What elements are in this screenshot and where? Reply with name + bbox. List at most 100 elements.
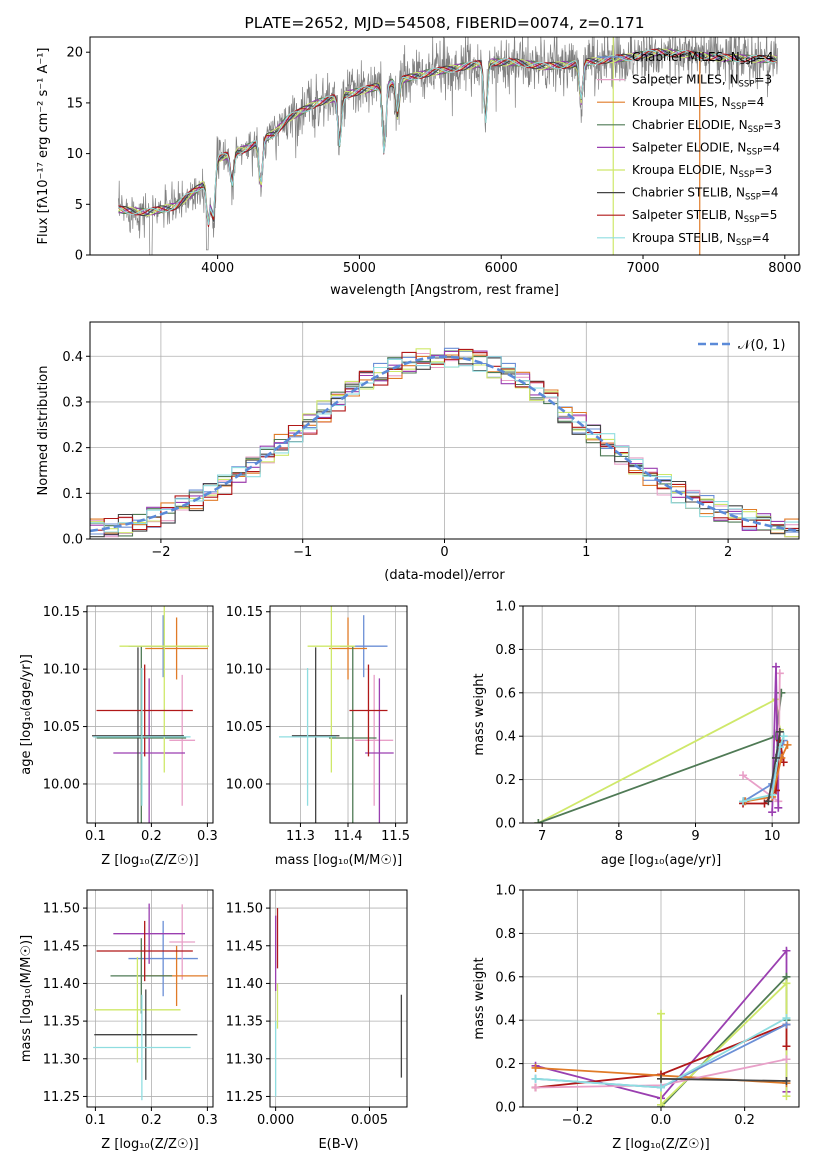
legend-entry-text: Salpeter ELODIE, N bbox=[632, 140, 746, 154]
histogram-tick-label-y: 0.3 bbox=[62, 395, 83, 410]
observed-spectrum bbox=[118, 37, 779, 255]
weight-point-marker bbox=[531, 1083, 540, 1092]
spectrum-tick-label-x: 5000 bbox=[343, 261, 376, 276]
spectrum-tick-label-y: 10 bbox=[66, 147, 83, 162]
weight-vs-metallicity-tick-label-y: 0.8 bbox=[495, 927, 516, 942]
mass-vs-extinction-frame bbox=[269, 889, 408, 1108]
mass-vs-metallicity-tick-label-y: 11.45 bbox=[43, 939, 80, 954]
mass-vs-extinction-tick-label-x: 0.005 bbox=[351, 1113, 388, 1128]
legend-entry-text: Kroupa MILES, N bbox=[632, 95, 731, 109]
weight-point-marker bbox=[782, 946, 791, 955]
weight-point-marker bbox=[657, 1009, 665, 1018]
age-vs-metallicity-plot-area bbox=[92, 606, 210, 823]
spectrum-tick-label-x: 6000 bbox=[485, 261, 518, 276]
legend-entry-subscript: SSP bbox=[740, 57, 756, 67]
weight-vs-metallicity-tick-label-x: 0.2 bbox=[734, 1113, 755, 1128]
age-vs-metallicity-tick-label-y: 10.10 bbox=[43, 663, 80, 678]
legend-entry: Salpeter ELODIE, NSSP=4 bbox=[632, 140, 780, 157]
legend-entry-subscript: SSP bbox=[739, 80, 755, 90]
weight-vs-age-plot-area bbox=[534, 662, 792, 823]
weight-point-marker bbox=[779, 732, 788, 741]
legend-entry: Salpeter MILES, NSSP=3 bbox=[632, 73, 772, 90]
weight-point-marker bbox=[534, 819, 543, 823]
legend-entry-value: =3 bbox=[754, 163, 772, 177]
weight-point-marker bbox=[764, 797, 773, 806]
legend-entry-value: =4 bbox=[762, 140, 780, 154]
x-axis-label: Z [log₁₀(Z/Z☉)] bbox=[612, 1137, 709, 1152]
mass-vs-metallicity-frame bbox=[86, 889, 214, 1108]
weight-point-marker bbox=[783, 740, 792, 749]
weight-vs-metallicity-tick-label-y: 0.2 bbox=[495, 1057, 516, 1072]
mass-vs-metallicity-tick-label-x: 0.2 bbox=[141, 1113, 162, 1128]
age-vs-mass-tick-label-y: 10.00 bbox=[226, 777, 263, 792]
weight-point-marker bbox=[777, 688, 786, 697]
mass-vs-metallicity-tick-label-x: 0.3 bbox=[197, 1113, 218, 1128]
weight-vs-age-tick-label-y: 0.0 bbox=[495, 817, 516, 832]
legend-entry-subscript: SSP bbox=[745, 193, 761, 203]
weight-point-marker bbox=[782, 1042, 791, 1051]
legend-entry-text: Chabrier STELIB, N bbox=[632, 186, 745, 200]
weight-point-marker bbox=[782, 1014, 791, 1023]
weight-point-marker bbox=[775, 669, 784, 678]
legend-entry-text: Kroupa ELODIE, N bbox=[632, 163, 739, 177]
weight-point-marker bbox=[782, 1092, 791, 1101]
legend-entry-value: =4 bbox=[756, 50, 774, 64]
legend-entry: Chabrier MILES, NSSP=4 bbox=[632, 50, 773, 67]
x-axis-label: Z [log₁₀(Z/Z☉)] bbox=[101, 1137, 198, 1152]
legend-entry-subscript: SSP bbox=[746, 147, 762, 157]
spectrum-frame bbox=[89, 36, 800, 256]
mass-vs-metallicity-tick-label-y: 11.40 bbox=[43, 977, 80, 992]
legend-entry-value: =4 bbox=[752, 231, 770, 245]
legend-entry: Kroupa MILES, NSSP=4 bbox=[632, 95, 764, 112]
x-axis-label: wavelength [Angstrom, rest frame] bbox=[330, 283, 559, 298]
weight-point-marker bbox=[657, 1083, 665, 1092]
weight-series-line bbox=[535, 1023, 788, 1089]
age-vs-mass-plot-area bbox=[279, 606, 394, 823]
legend-entry-subscript: SSP bbox=[736, 238, 752, 248]
histogram-tick-label-x: 2 bbox=[724, 545, 732, 560]
weight-point-marker bbox=[739, 771, 748, 780]
weight-point-marker bbox=[775, 727, 784, 736]
legend-entry-text: Kroupa STELIB, N bbox=[632, 231, 736, 245]
x-axis-label: (data-model)/error bbox=[384, 568, 505, 583]
weight-vs-metallicity-tick-label-y: 1.0 bbox=[495, 884, 516, 899]
legend-entry-subscript: SSP bbox=[739, 170, 755, 180]
legend-entry: Kroupa STELIB, NSSP=4 bbox=[632, 231, 770, 248]
weight-series-line bbox=[660, 1077, 787, 1082]
legend-entry: Chabrier STELIB, NSSP=4 bbox=[632, 186, 779, 203]
mass-vs-metallicity-tick-label-y: 11.35 bbox=[43, 1015, 80, 1030]
weight-vs-metallicity-frame bbox=[522, 889, 800, 1108]
mass-vs-extinction-tick-label-x: 0.000 bbox=[257, 1113, 294, 1128]
weight-point-marker bbox=[772, 753, 780, 762]
mass-vs-extinction-tick-label-y: 11.35 bbox=[226, 1015, 263, 1030]
y-axis-label: mass weight bbox=[472, 957, 487, 1039]
y-axis-label: mass [log₁₀(M/M☉)] bbox=[19, 935, 34, 1062]
spectrum-tick-label-y: 5 bbox=[75, 198, 83, 213]
legend-entry-value: =5 bbox=[760, 208, 778, 222]
weight-vs-age-tick-label-y: 0.8 bbox=[495, 643, 516, 658]
legend-entry-text: Chabrier MILES, N bbox=[632, 50, 740, 64]
weight-vs-age-tick-label-y: 0.4 bbox=[495, 730, 516, 745]
age-vs-metallicity-tick-label-y: 10.15 bbox=[43, 605, 80, 620]
legend-entry: Salpeter STELIB, NSSP=5 bbox=[632, 208, 777, 225]
weight-vs-metallicity-tick-label-x: −0.2 bbox=[562, 1113, 594, 1128]
y-axis-label: Flux [fλ10⁻¹⁷ erg cm⁻² s⁻¹ A⁻¹] bbox=[36, 48, 51, 245]
legend-entry-text: Salpeter STELIB, N bbox=[632, 208, 744, 222]
age-vs-metallicity-tick-label-y: 10.05 bbox=[43, 720, 80, 735]
legend-entry-value: =4 bbox=[761, 186, 779, 200]
histogram-tick-label-x: −2 bbox=[151, 545, 170, 560]
age-vs-mass-frame bbox=[269, 605, 408, 824]
histogram-series bbox=[90, 348, 799, 531]
legend-entry-text: Chabrier ELODIE, N bbox=[632, 118, 748, 132]
weight-vs-age-tick-label-x: 10 bbox=[764, 829, 781, 844]
spectrum-tick-label-y: 0 bbox=[75, 249, 83, 264]
histogram-tick-label-y: 0.2 bbox=[62, 441, 83, 456]
histogram-tick-label-x: −1 bbox=[293, 545, 312, 560]
histogram-series bbox=[90, 356, 799, 533]
weight-series-line bbox=[745, 744, 789, 803]
legend-entry-subscript: SSP bbox=[748, 125, 764, 135]
normal-distribution-curve bbox=[90, 355, 799, 533]
x-axis-label: Z [log₁₀(Z/Z☉)] bbox=[101, 853, 198, 868]
age-vs-mass-tick-label-x: 11.5 bbox=[381, 829, 410, 844]
spectrum-tick-label-x: 7000 bbox=[626, 261, 659, 276]
